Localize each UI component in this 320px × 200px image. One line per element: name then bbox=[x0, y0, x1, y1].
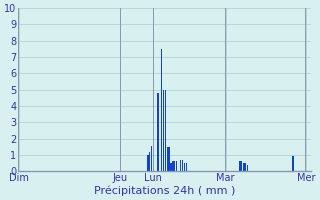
Bar bbox=[153, 147, 154, 171]
Bar bbox=[245, 163, 246, 171]
Bar bbox=[186, 163, 187, 171]
Bar bbox=[151, 146, 153, 171]
Bar bbox=[247, 165, 248, 171]
Bar bbox=[184, 163, 185, 171]
Bar bbox=[164, 90, 166, 171]
Bar bbox=[172, 161, 173, 171]
Bar bbox=[292, 156, 293, 171]
Bar bbox=[239, 161, 241, 171]
Bar bbox=[293, 156, 294, 171]
Bar bbox=[171, 163, 172, 171]
X-axis label: Précipitations 24h ( mm ): Précipitations 24h ( mm ) bbox=[94, 185, 235, 196]
Bar bbox=[182, 160, 183, 171]
Bar bbox=[180, 160, 181, 171]
Bar bbox=[161, 49, 162, 171]
Bar bbox=[176, 161, 178, 171]
Bar bbox=[149, 152, 150, 171]
Bar bbox=[156, 93, 158, 171]
Bar bbox=[163, 90, 164, 171]
Bar bbox=[158, 93, 159, 171]
Bar bbox=[167, 147, 168, 171]
Bar bbox=[168, 147, 170, 171]
Bar bbox=[170, 163, 171, 171]
Bar bbox=[174, 161, 175, 171]
Bar bbox=[241, 161, 242, 171]
